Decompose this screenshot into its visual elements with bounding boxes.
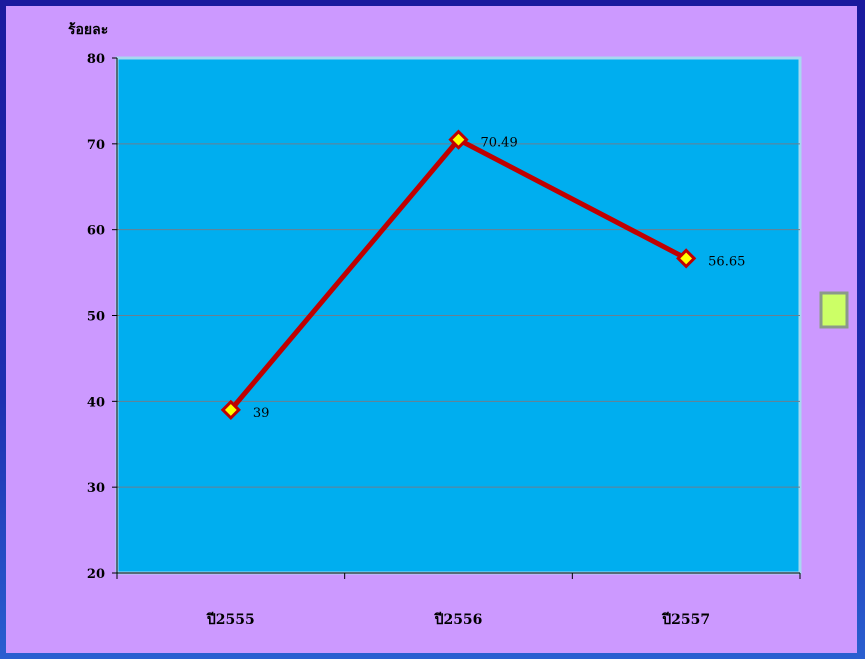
legend-swatch <box>819 291 849 329</box>
data-point-marker <box>448 129 469 150</box>
y-tick-label: 50 <box>87 310 105 325</box>
legend <box>819 291 849 329</box>
x-tick-label: ปี2557 <box>661 612 710 628</box>
x-tick-label: ปี2555 <box>205 612 254 628</box>
y-tick-label: 70 <box>87 138 105 153</box>
data-label: 56.65 <box>708 254 745 269</box>
y-tick-label: 40 <box>87 395 105 410</box>
chart-area: ร้อยละ 20 30 40 50 60 70 80 ปี2555 ปี2556 ปี2557… <box>6 6 857 653</box>
data-point-marker <box>220 399 241 421</box>
data-point-marker <box>676 248 697 269</box>
x-tick-labels: ปี2555 ปี2556 ปี2557 <box>205 612 710 628</box>
data-label: 70.49 <box>481 136 518 151</box>
y-tick-label: 60 <box>87 224 105 239</box>
y-tick-labels: 20 30 40 50 60 70 80 <box>87 52 117 582</box>
x-tick-label: ปี2556 <box>433 612 482 628</box>
y-tick-label: 80 <box>87 52 105 67</box>
y-tick-label: 30 <box>87 481 105 496</box>
y-axis-label: ร้อยละ <box>68 22 108 38</box>
series: 39 70.49 56.65 <box>220 129 745 421</box>
data-label: 39 <box>253 406 270 421</box>
line-chart: ร้อยละ 20 30 40 50 60 70 80 ปี2555 ปี2556 ปี2557… <box>68 22 849 628</box>
y-tick-label: 20 <box>87 567 105 582</box>
